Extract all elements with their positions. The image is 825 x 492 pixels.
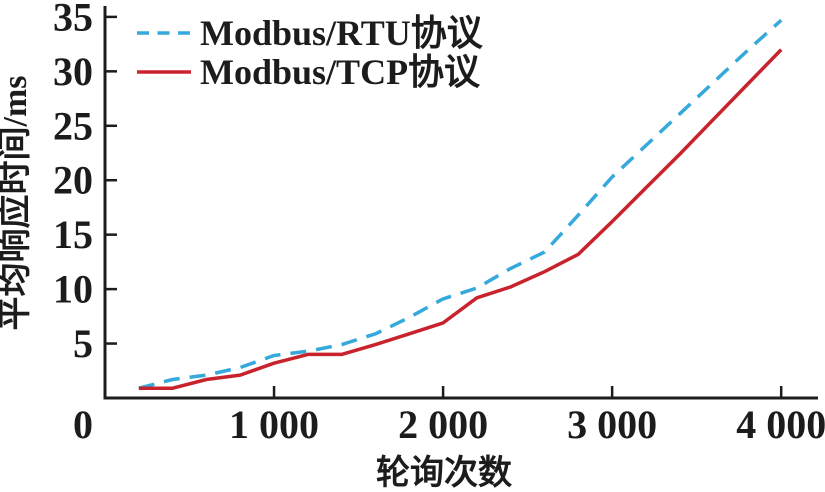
y-tick-group: 5 10 15 20 25 30 35: [53, 0, 117, 366]
x-tick-group: 0 1 000 2 000 3 000 4 000: [73, 386, 825, 447]
y-tick-label: 10: [53, 267, 93, 312]
legend-rtu-label: Modbus/RTU协议: [200, 13, 484, 53]
x-tick-label: 0: [73, 402, 93, 447]
x-tick-label: 4 000: [736, 402, 825, 447]
legend: Modbus/RTU协议 Modbus/TCP协议: [137, 13, 484, 92]
x-tick-label: 1 000: [229, 402, 319, 447]
legend-tcp-label: Modbus/TCP协议: [200, 52, 481, 92]
y-tick-label: 15: [53, 212, 93, 257]
y-axis: 5 10 15 20 25 30 35 平均响应时间/ms: [0, 0, 117, 400]
y-tick-label: 30: [53, 49, 93, 94]
x-tick-label: 3 000: [567, 402, 657, 447]
y-axis-title: 平均响应时间/ms: [0, 76, 34, 331]
y-tick-label: 20: [53, 158, 93, 203]
y-tick-label: 5: [73, 321, 93, 366]
legend-item-rtu: Modbus/RTU协议: [137, 13, 484, 53]
x-axis-title: 轮询次数: [376, 454, 512, 492]
plot-lines: [138, 18, 783, 390]
rtu-series-line: [138, 18, 783, 390]
x-tick-label: 2 000: [398, 402, 488, 447]
tcp-series-line: [138, 48, 783, 390]
legend-item-tcp: Modbus/TCP协议: [137, 52, 481, 92]
x-axis: 0 1 000 2 000 3 000 4 000 轮询次数: [73, 386, 825, 492]
y-tick-label: 35: [53, 0, 93, 39]
y-tick-label: 25: [53, 103, 93, 148]
